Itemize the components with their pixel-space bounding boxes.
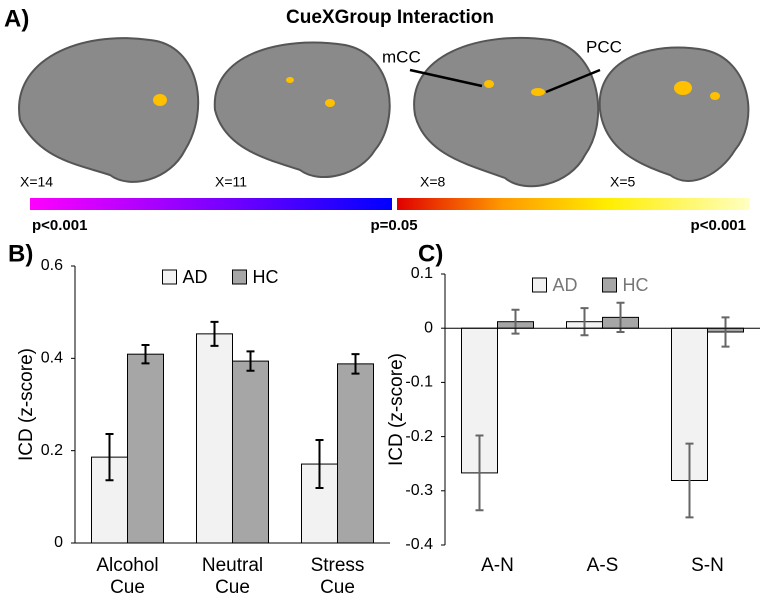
error-bar xyxy=(580,307,589,337)
legend-swatch xyxy=(602,277,617,293)
legend-label: AD xyxy=(183,267,208,287)
colorbar xyxy=(30,198,392,210)
y-tick-label: -0.2 xyxy=(405,428,433,445)
legend-label: AD xyxy=(553,275,578,295)
x-tick-label: Stress Cue xyxy=(310,555,365,598)
error-bar xyxy=(616,301,625,333)
x-tick-label: Alcohol Cue xyxy=(96,555,159,598)
y-tick-label: -0.3 xyxy=(405,482,433,499)
error-bar xyxy=(315,439,324,490)
error-bar xyxy=(246,350,255,372)
x-tick-label: Neutral Cue xyxy=(201,555,264,598)
bar xyxy=(196,333,233,544)
error-bar xyxy=(511,308,520,335)
y-axis-label: ICD (z-score) xyxy=(386,353,407,466)
legend-label: HC xyxy=(253,267,279,287)
panel-label: A) xyxy=(4,5,29,32)
panel-label: B) xyxy=(8,240,33,267)
arrows xyxy=(409,68,601,94)
x-tick-label: A-S xyxy=(586,555,619,576)
y-tick-label: -0.1 xyxy=(405,374,433,391)
legend-swatch xyxy=(232,269,247,285)
slice-label: X=8 xyxy=(420,174,446,190)
legend-label: HC xyxy=(623,275,649,295)
bar xyxy=(337,363,374,544)
error-bar xyxy=(351,353,360,375)
y-tick-label: -0.4 xyxy=(405,536,433,553)
bar xyxy=(127,353,164,544)
panel-title: CueXGroup Interaction xyxy=(286,7,494,28)
y-tick-label: 0.1 xyxy=(411,265,433,282)
colorbar-label: p<0.001 xyxy=(691,217,746,234)
panel-label: C) xyxy=(418,240,443,267)
colorbar xyxy=(397,198,749,210)
slice-label: X=14 xyxy=(20,174,53,190)
x-tick-label: A-N xyxy=(481,555,514,576)
error-bar xyxy=(141,343,150,365)
legend-swatch xyxy=(162,269,177,285)
x-tick-label: S-N xyxy=(691,555,724,576)
annotation: PCC xyxy=(586,37,622,56)
brain-slices xyxy=(18,36,750,188)
colorbar-label: p<0.001 xyxy=(32,217,87,234)
y-tick-label: 0 xyxy=(54,534,63,551)
y-tick-label: 0.4 xyxy=(41,350,63,367)
colorbar-label: p=0.05 xyxy=(370,217,417,234)
annotation: mCC xyxy=(382,47,421,66)
y-axis-label: ICD (z-score) xyxy=(16,348,37,461)
slice-label: X=11 xyxy=(215,174,247,190)
activation-blobs xyxy=(153,77,720,107)
y-tick-label: 0 xyxy=(424,319,433,336)
error-bar xyxy=(475,434,484,512)
error-bar xyxy=(105,433,114,482)
slice-label: X=5 xyxy=(610,174,636,190)
error-bar xyxy=(685,442,694,519)
error-bar xyxy=(210,320,219,347)
bar xyxy=(232,360,269,544)
legend-swatch xyxy=(532,277,547,293)
error-bar xyxy=(721,316,730,348)
y-tick-label: 0.6 xyxy=(41,257,63,274)
y-tick-label: 0.2 xyxy=(41,442,63,459)
